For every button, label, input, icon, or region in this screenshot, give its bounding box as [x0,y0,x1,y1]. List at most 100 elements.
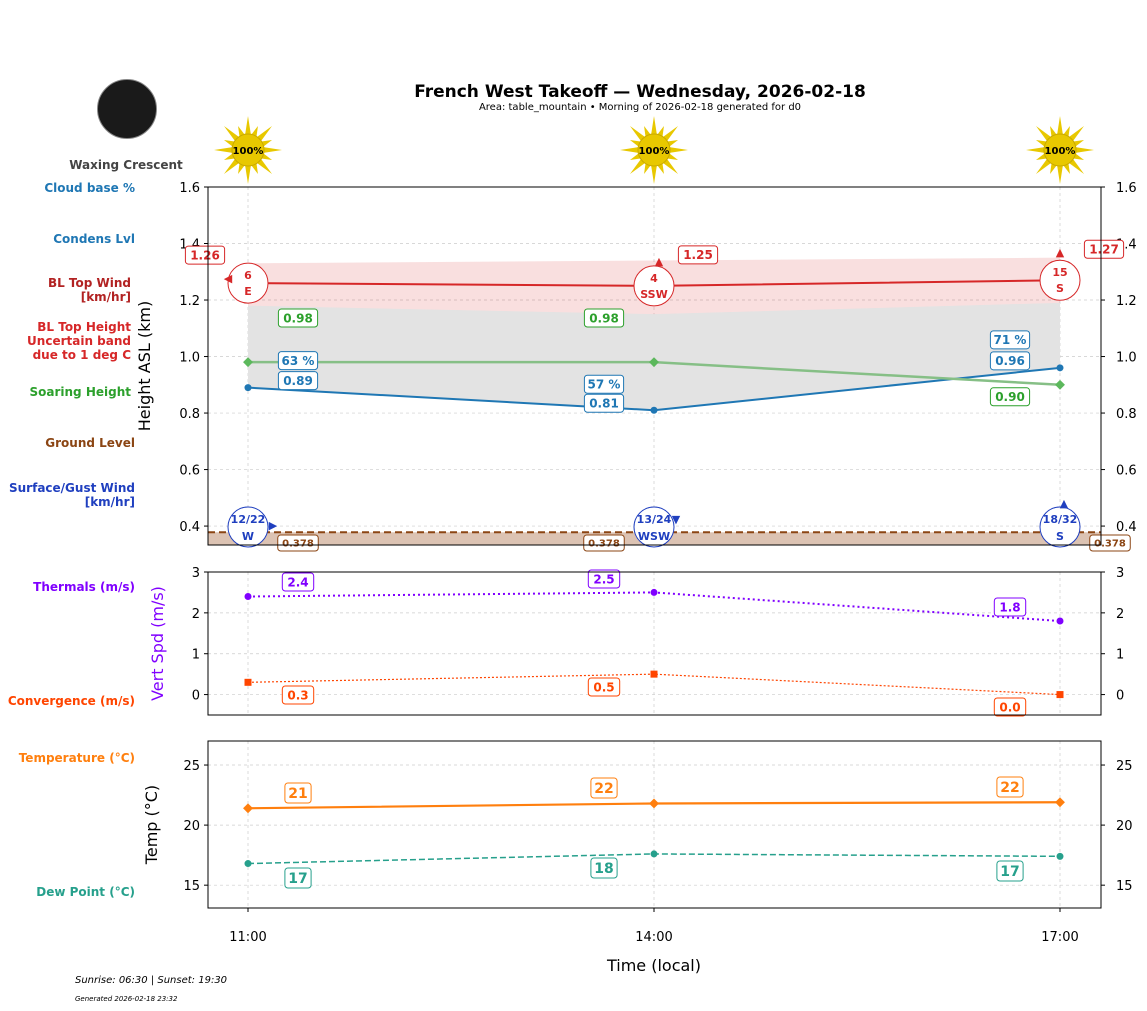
y-tick-label: 1 [192,648,200,663]
surface-wind-dir: W [242,530,254,543]
soaring-label: 0.90 [995,390,1025,404]
y-tick-label-right: 20 [1116,819,1133,834]
y-axis-label: Height ASL (km) [135,301,154,431]
temperature-label-box [590,777,618,799]
side-label-dew: Dew Point (°C) [36,885,135,899]
y-tick-label: 0 [192,689,200,704]
chart-subtitle: Area: table_mountain • Morning of 2026-0… [478,102,802,113]
sun-percent: 100% [233,146,264,157]
sun-ray [668,147,688,153]
side-label-soaring: Soaring Height [30,385,132,399]
condens-point [244,384,252,392]
ground-label-box [277,534,319,552]
side-label-temperature: Temperature (°C) [19,751,135,765]
dew-point-label-box [590,857,618,879]
thermals-label-box [587,569,621,589]
ground-label: 0.378 [282,539,314,550]
sun-ray [245,116,251,136]
side-label-ground: Ground Level [45,436,135,450]
ground-label-box [583,534,625,552]
bl-wind-arrow-icon: ▲ [1056,246,1065,259]
surface-wind-circle [1039,506,1081,548]
condens-label: 0.89 [283,374,313,388]
bl-top-label: 1.26 [190,248,220,262]
cloud-pct-label-box [277,351,319,371]
bl-top-label-box [677,245,719,265]
bl-wind-dir: SSW [640,288,667,301]
soaring-label-box [583,308,625,328]
convergence-point [650,670,658,678]
dew-point-label-box [284,867,312,889]
y-tick-label-right: 2 [1116,607,1124,622]
sun-ray [651,116,657,136]
temperature-point [649,798,659,809]
bl-wind-dir: S [1056,282,1064,295]
side-label-condens: Condens Lvl [53,232,135,246]
sun-ray [1057,164,1063,184]
bl-wind-speed: 6 [244,269,252,282]
chart-title: French West Takeoff — Wednesday, 2026-02… [414,82,866,102]
temperature-label-box [996,776,1024,798]
y-tick-label-right: 1 [1116,648,1124,663]
surface-wind-arrow-icon: ▼ [672,513,681,526]
y-tick-label-right: 25 [1116,759,1133,774]
convergence-label: 0.5 [593,680,614,694]
soaring-label: 0.98 [589,311,619,325]
axes-frame [207,186,1102,546]
bl-wind-circle [227,262,269,304]
sun-icon [231,133,265,167]
thermals-label: 2.4 [287,575,308,589]
sun-ray [1057,116,1063,136]
y-tick-label: 25 [183,759,200,774]
thermals-label-box [993,597,1027,617]
dew-point-point [1056,852,1064,860]
cloud-pct-label: 63 % [282,354,315,368]
y-tick-label: 0.8 [179,407,200,422]
temperature-point [243,803,253,814]
soaring-label: 0.98 [283,311,313,325]
x-tick-label: 11:00 [229,930,266,945]
sun-ray [651,164,657,184]
cloud-pct-label: 57 % [588,378,621,392]
y-tick-label: 0.4 [179,520,200,535]
dew-point-point [244,860,252,868]
ground-label: 0.378 [1094,539,1126,550]
temperature-label: 22 [1000,780,1019,796]
thermals-point [1056,617,1064,625]
bl-wind-circle [633,265,675,307]
thermals-point [650,588,658,596]
surface-wind-arrow-icon: ▲ [1060,497,1069,510]
sun-ray [262,147,282,153]
y-tick-label: 1.2 [179,294,200,309]
sun-ray [1035,125,1052,142]
bl-top-label-box [1083,239,1125,259]
footer-generated: Generated 2026-02-18 23:32 [75,995,178,1003]
x-axis-label: Time (local) [606,956,701,975]
temperature-label-box [284,782,312,804]
convergence-line [247,673,1061,696]
condens-label-box [989,351,1031,371]
convergence-label: 0.0 [999,700,1020,714]
dew-point-label: 18 [594,861,613,877]
surface-wind-speed: 12/22 [231,513,266,526]
sun-ray [662,158,679,175]
sun-ray [620,147,640,153]
convergence-point [1056,691,1064,699]
y-tick-label: 15 [183,879,200,894]
axes-frame [207,740,1102,909]
thermal-column-fill [248,302,1060,411]
y-tick-label-right: 1.0 [1116,351,1137,366]
soaring-point [649,357,659,368]
y-tick-label-right: 0.8 [1116,407,1137,422]
surface-wind-circle [633,506,675,548]
thermals-label: 1.8 [999,600,1020,614]
cloud-pct-label-box [989,330,1031,350]
x-tick-label: 17:00 [1041,930,1078,945]
sun-ray [629,158,646,175]
thermals-label: 2.5 [593,572,614,586]
surface-wind-circle [227,506,269,548]
bl-wind-arrow-icon: ◀ [224,272,233,285]
thermals-point [244,593,252,601]
convergence-label: 0.3 [287,688,308,702]
